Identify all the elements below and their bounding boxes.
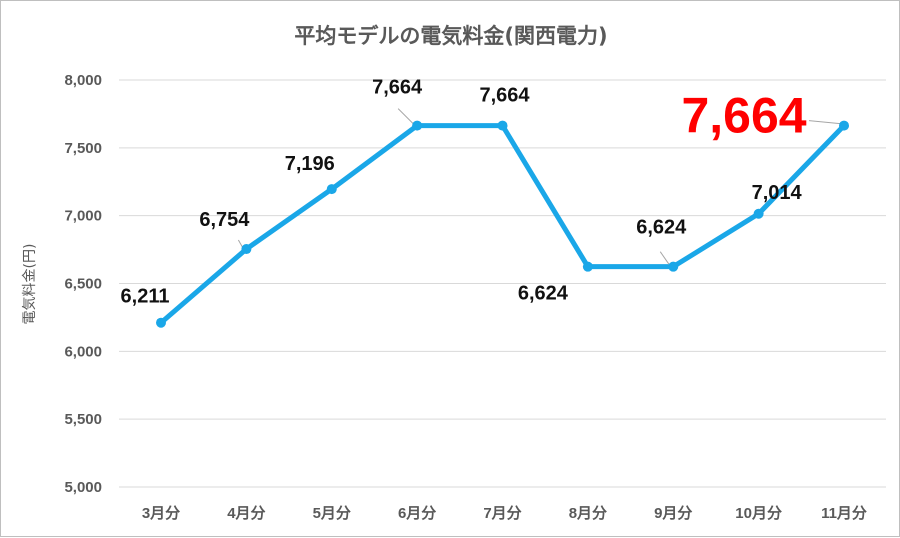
x-tick-label: 5月分 [313,505,351,522]
data-point [156,317,166,328]
leader-line [237,239,243,248]
data-point [668,261,679,272]
x-tick-label: 3月分 [142,505,180,522]
x-axis-ticks: 3月分 4月分 5月分 6月分 7月分 8月分 9月分 10月分 11月分 [142,505,867,522]
x-tick-label: 10月分 [735,505,782,522]
data-point [582,261,593,272]
y-axis-ticks: 5,000 5,500 6,000 6,500 7,000 7,500 8,000 [64,72,102,496]
data-point [753,208,764,219]
data-labels: 6,211 6,754 7,196 7,664 7,664 6,624 6,624 7,014… [121,77,807,308]
leader-lines [237,108,841,265]
x-tick-label: 7月分 [483,505,521,522]
x-tick-label: 9月分 [654,505,692,522]
data-points [156,120,849,328]
data-label: 7,196 [285,153,335,175]
data-point [839,120,849,131]
data-label: 6,624 [636,217,687,239]
data-label: 7,014 [752,182,803,204]
series-path [158,123,847,326]
y-tick-label: 5,000 [64,479,102,496]
data-label: 6,754 [199,209,250,231]
leader-line [808,120,841,125]
y-tick-label: 7,000 [64,208,102,225]
x-tick-label: 4月分 [227,505,265,522]
data-label: 6,211 [121,286,170,308]
highlight-data-label: 7,664 [681,88,806,144]
leader-line [397,108,414,124]
y-tick-label: 7,500 [64,140,102,157]
gridlines [119,79,886,488]
data-label: 7,664 [372,77,423,99]
leader-line [659,251,670,265]
y-tick-label: 5,500 [64,411,102,428]
data-label: 7,664 [479,85,530,107]
data-label: 6,624 [518,283,569,305]
data-point [326,184,337,195]
series-line [158,123,847,326]
y-axis-label: 電気料金(円) [22,244,38,325]
x-tick-label: 8月分 [569,505,607,522]
data-point [497,120,508,131]
x-tick-label: 11月分 [821,505,867,522]
y-tick-label: 8,000 [64,72,102,89]
chart-title: 平均モデルの電気料金(関西電力) [294,24,607,48]
data-point [412,120,423,131]
x-tick-label: 6月分 [398,505,436,522]
data-point [241,244,252,255]
y-tick-label: 6,500 [64,276,102,293]
y-tick-label: 6,000 [64,343,102,360]
